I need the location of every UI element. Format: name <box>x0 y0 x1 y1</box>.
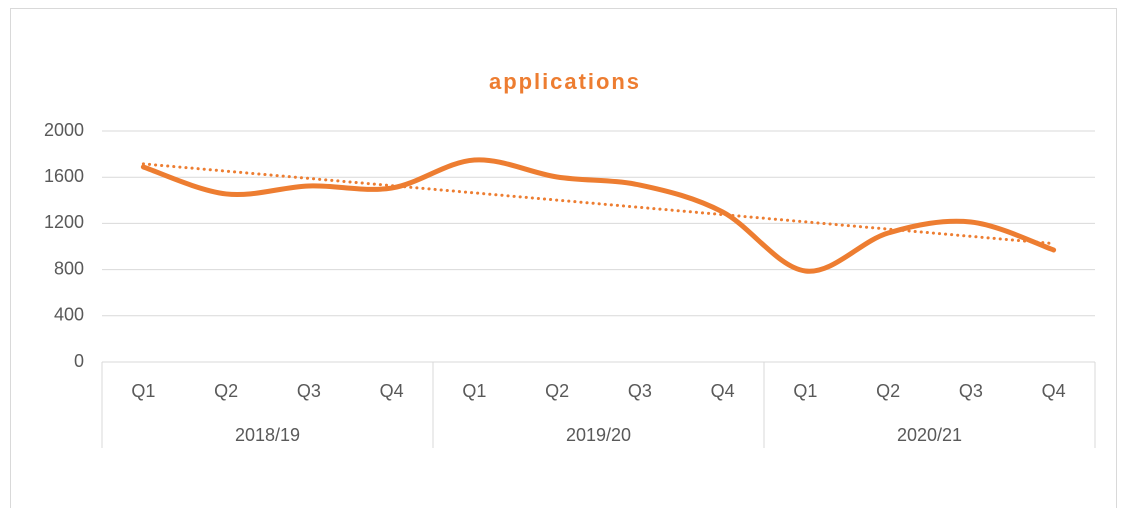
y-tick-label: 1200 <box>44 212 84 232</box>
line-series <box>140 157 1057 274</box>
group-label: 2018/19 <box>235 425 300 445</box>
x-tick-label: Q1 <box>131 381 155 401</box>
chart-border <box>10 8 1117 508</box>
y-tick-label: 400 <box>54 305 84 325</box>
y-tick-label: 2000 <box>44 120 84 140</box>
y-tick-label: 800 <box>54 258 84 278</box>
group-label: 2019/20 <box>566 425 631 445</box>
x-tick-label: Q3 <box>297 381 321 401</box>
x-tick-label: Q1 <box>462 381 486 401</box>
y-tick-label: 1600 <box>44 166 84 186</box>
x-tick-label: Q3 <box>628 381 652 401</box>
x-tick-label: Q4 <box>380 381 404 401</box>
chart-title: applications <box>489 69 639 94</box>
x-tick-label: Q3 <box>959 381 983 401</box>
x-tick-label: Q2 <box>214 381 238 401</box>
x-tick-label: Q4 <box>711 381 735 401</box>
group-label: 2020/21 <box>897 425 962 445</box>
x-tick-label: Q4 <box>1042 381 1066 401</box>
x-tick-label: Q2 <box>876 381 900 401</box>
x-tick-label: Q2 <box>545 381 569 401</box>
x-tick-label: Q1 <box>793 381 817 401</box>
y-tick-label: 0 <box>74 351 84 371</box>
